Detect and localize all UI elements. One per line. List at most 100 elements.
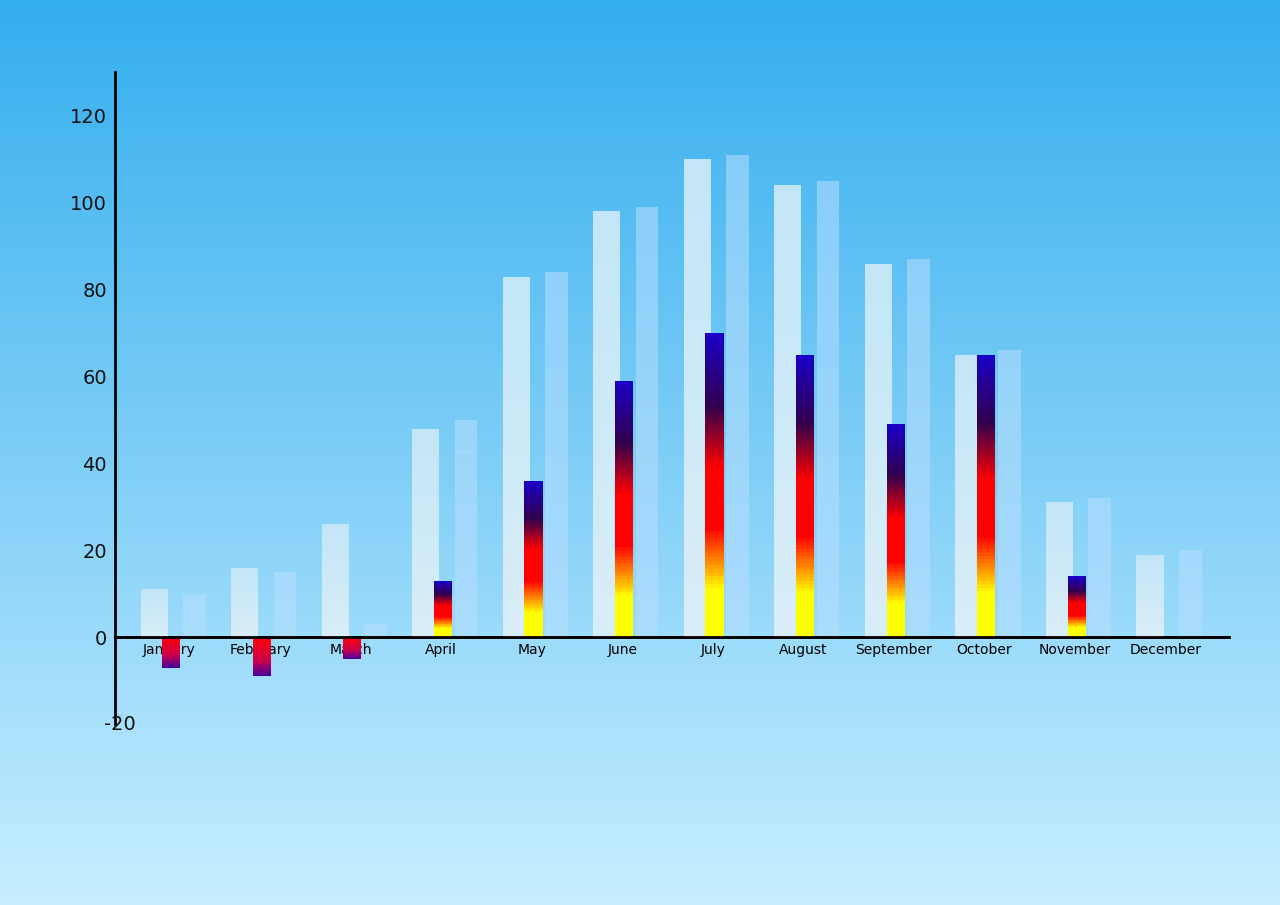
Bar [684,191,710,199]
Bar [0,410,1280,414]
Bar [998,465,1020,472]
Bar [998,494,1020,501]
Bar [774,313,801,321]
Bar [0,154,1280,157]
Bar [525,580,543,583]
Bar [774,554,801,562]
Bar [525,615,543,617]
Bar [232,593,259,595]
Bar [865,544,892,550]
Bar [887,552,905,555]
Bar [525,489,543,491]
Bar [977,468,996,472]
Bar [1137,568,1164,570]
Bar [908,269,931,278]
Bar [0,319,1280,323]
Bar [0,52,1280,54]
Bar [1046,586,1073,587]
Bar [998,573,1020,580]
Bar [955,500,983,505]
Bar [774,532,801,539]
Bar [525,617,543,620]
Bar [0,835,1280,839]
Bar [593,573,621,580]
Bar [1137,633,1164,634]
Bar [977,489,996,492]
Bar [545,555,568,564]
Bar [0,30,1280,33]
Bar [0,724,1280,727]
Bar [865,488,892,494]
Bar [0,102,1280,106]
Bar [1137,603,1164,605]
Bar [0,491,1280,495]
Bar [1137,564,1164,566]
Bar [1046,635,1073,637]
Bar [1046,626,1073,628]
Bar [253,649,271,650]
Bar [321,524,348,526]
Bar [887,615,905,618]
Bar [525,567,543,568]
Bar [0,649,1280,652]
Bar [1179,617,1202,620]
Bar [412,620,439,624]
Bar [796,616,814,620]
Bar [321,536,348,538]
Bar [321,548,348,550]
Bar [0,93,1280,97]
Bar [545,628,568,637]
Bar [0,772,1280,776]
Bar [705,375,723,378]
Bar [525,528,543,529]
Bar [321,611,348,613]
Bar [1179,557,1202,559]
Bar [774,253,801,261]
Bar [998,401,1020,408]
Bar [321,532,348,534]
Bar [887,629,905,632]
Bar [183,619,206,620]
Bar [0,866,1280,869]
Bar [817,409,840,421]
Bar [0,163,1280,166]
Bar [614,397,634,400]
Bar [253,638,271,639]
Bar [817,386,840,397]
Bar [614,464,634,467]
Bar [955,449,983,453]
Bar [796,609,814,613]
Bar [545,601,568,610]
Bar [503,414,530,421]
Bar [955,364,983,369]
Bar [817,272,840,283]
Bar [636,551,658,562]
Bar [0,715,1280,718]
Bar [274,624,296,625]
Bar [865,388,892,395]
Bar [0,730,1280,733]
Bar [636,357,658,368]
Bar [412,529,439,533]
Bar [1088,539,1111,543]
Bar [774,336,801,344]
Bar [796,585,814,587]
Bar [0,233,1280,235]
Bar [887,467,905,470]
Bar [705,542,723,546]
Bar [232,608,259,609]
Bar [977,475,996,479]
Bar [321,581,348,583]
Bar [774,186,801,193]
Bar [503,373,530,378]
Bar [454,447,477,452]
Bar [636,487,658,498]
Bar [614,416,634,419]
Bar [0,281,1280,283]
Bar [412,477,439,481]
Bar [412,554,439,557]
Bar [0,486,1280,489]
Bar [684,597,710,605]
Bar [977,397,996,401]
Bar [955,378,983,383]
